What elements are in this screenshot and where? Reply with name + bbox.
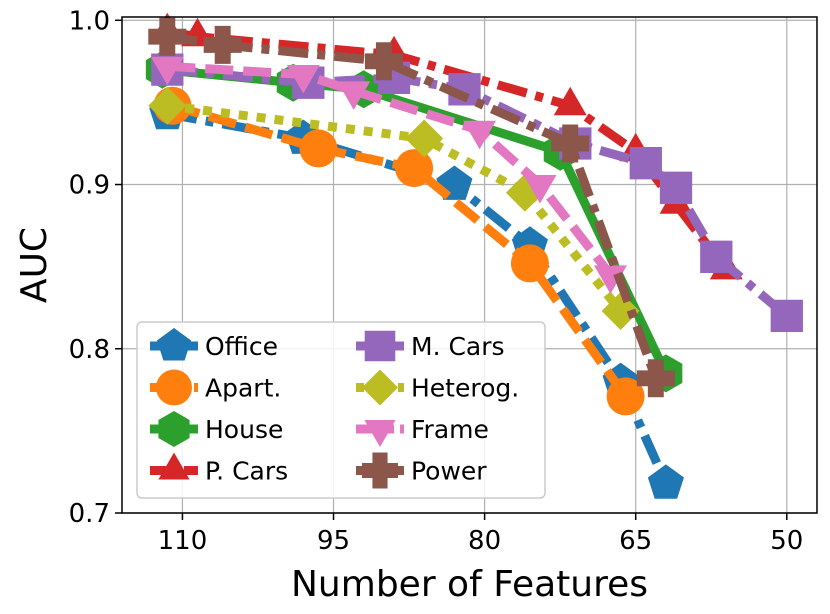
data-point xyxy=(629,147,662,180)
legend-entry: Heterog. xyxy=(356,369,519,406)
data-point xyxy=(647,464,684,499)
series-m-cars xyxy=(151,53,803,333)
y-tick-label: 0.7 xyxy=(69,499,110,529)
data-point xyxy=(636,359,675,398)
legend-entry: Office xyxy=(150,328,278,361)
series-line xyxy=(167,61,615,278)
data-point xyxy=(203,25,242,64)
legend-entry: Apart. xyxy=(150,369,281,406)
data-point xyxy=(364,42,403,81)
data-point xyxy=(510,244,549,283)
data-point xyxy=(150,56,184,86)
y-tick-label: 1.0 xyxy=(69,6,110,36)
legend-label: Office xyxy=(205,332,278,361)
x-tick-label: 80 xyxy=(468,526,501,556)
legend: Office Apart. House P. Cars M. Cars Heterog. F… xyxy=(136,321,546,499)
series-power xyxy=(148,17,675,398)
legend-label: M. Cars xyxy=(411,332,505,361)
x-tick-label: 50 xyxy=(770,526,803,556)
legend-marker xyxy=(362,369,398,406)
y-tick-label: 0.8 xyxy=(69,335,110,365)
axis-ticks: 110 95 80 65 50 0.7 0.8 0.9 1.0 xyxy=(69,6,804,556)
legend-marker xyxy=(158,411,190,447)
data-point xyxy=(148,17,187,56)
legend-entry: P. Cars xyxy=(150,452,288,486)
plot-area-frame xyxy=(121,16,818,514)
data-point xyxy=(770,299,803,333)
x-tick-label: 95 xyxy=(317,526,350,556)
data-point xyxy=(553,86,587,116)
series-group xyxy=(145,12,803,499)
legend-label: House xyxy=(205,415,283,444)
legend-entry: House xyxy=(150,411,283,447)
legend-entry: Frame xyxy=(356,415,489,447)
series-heterog xyxy=(148,86,640,330)
series-line xyxy=(166,32,661,380)
data-point xyxy=(286,65,320,94)
data-point xyxy=(395,149,434,188)
legend-label: Power xyxy=(411,457,487,486)
data-point xyxy=(463,120,497,150)
data-point xyxy=(523,175,557,204)
legend-marker xyxy=(364,330,396,362)
data-point xyxy=(148,86,187,125)
data-point xyxy=(606,377,645,416)
legend-marker xyxy=(156,328,192,361)
data-point xyxy=(700,240,733,273)
y-axis-title: AUC xyxy=(14,227,55,303)
x-tick-label: 65 xyxy=(619,526,652,556)
legend-box xyxy=(136,321,546,499)
data-point xyxy=(551,124,590,163)
data-point xyxy=(405,119,444,158)
y-tick-label: 0.9 xyxy=(69,171,110,201)
legend-marker xyxy=(156,369,192,406)
legend-label: Heterog. xyxy=(411,374,519,403)
series-line xyxy=(166,101,625,314)
legend-marker xyxy=(364,420,396,447)
series-frame xyxy=(150,56,627,294)
legend-marker xyxy=(158,452,190,480)
legend-label: Frame xyxy=(411,415,489,444)
x-axis-title: Number of Features xyxy=(291,564,648,605)
legend-entry: Power xyxy=(356,452,487,489)
legend-marker xyxy=(362,452,398,489)
data-point xyxy=(659,171,693,204)
data-point xyxy=(601,292,640,330)
data-point xyxy=(299,129,338,168)
data-point xyxy=(594,265,627,294)
legend-entry: M. Cars xyxy=(356,330,505,362)
data-point xyxy=(337,81,371,110)
legend-label: P. Cars xyxy=(205,457,288,486)
x-tick-label: 110 xyxy=(158,526,208,556)
legend-label: Apart. xyxy=(205,374,281,403)
